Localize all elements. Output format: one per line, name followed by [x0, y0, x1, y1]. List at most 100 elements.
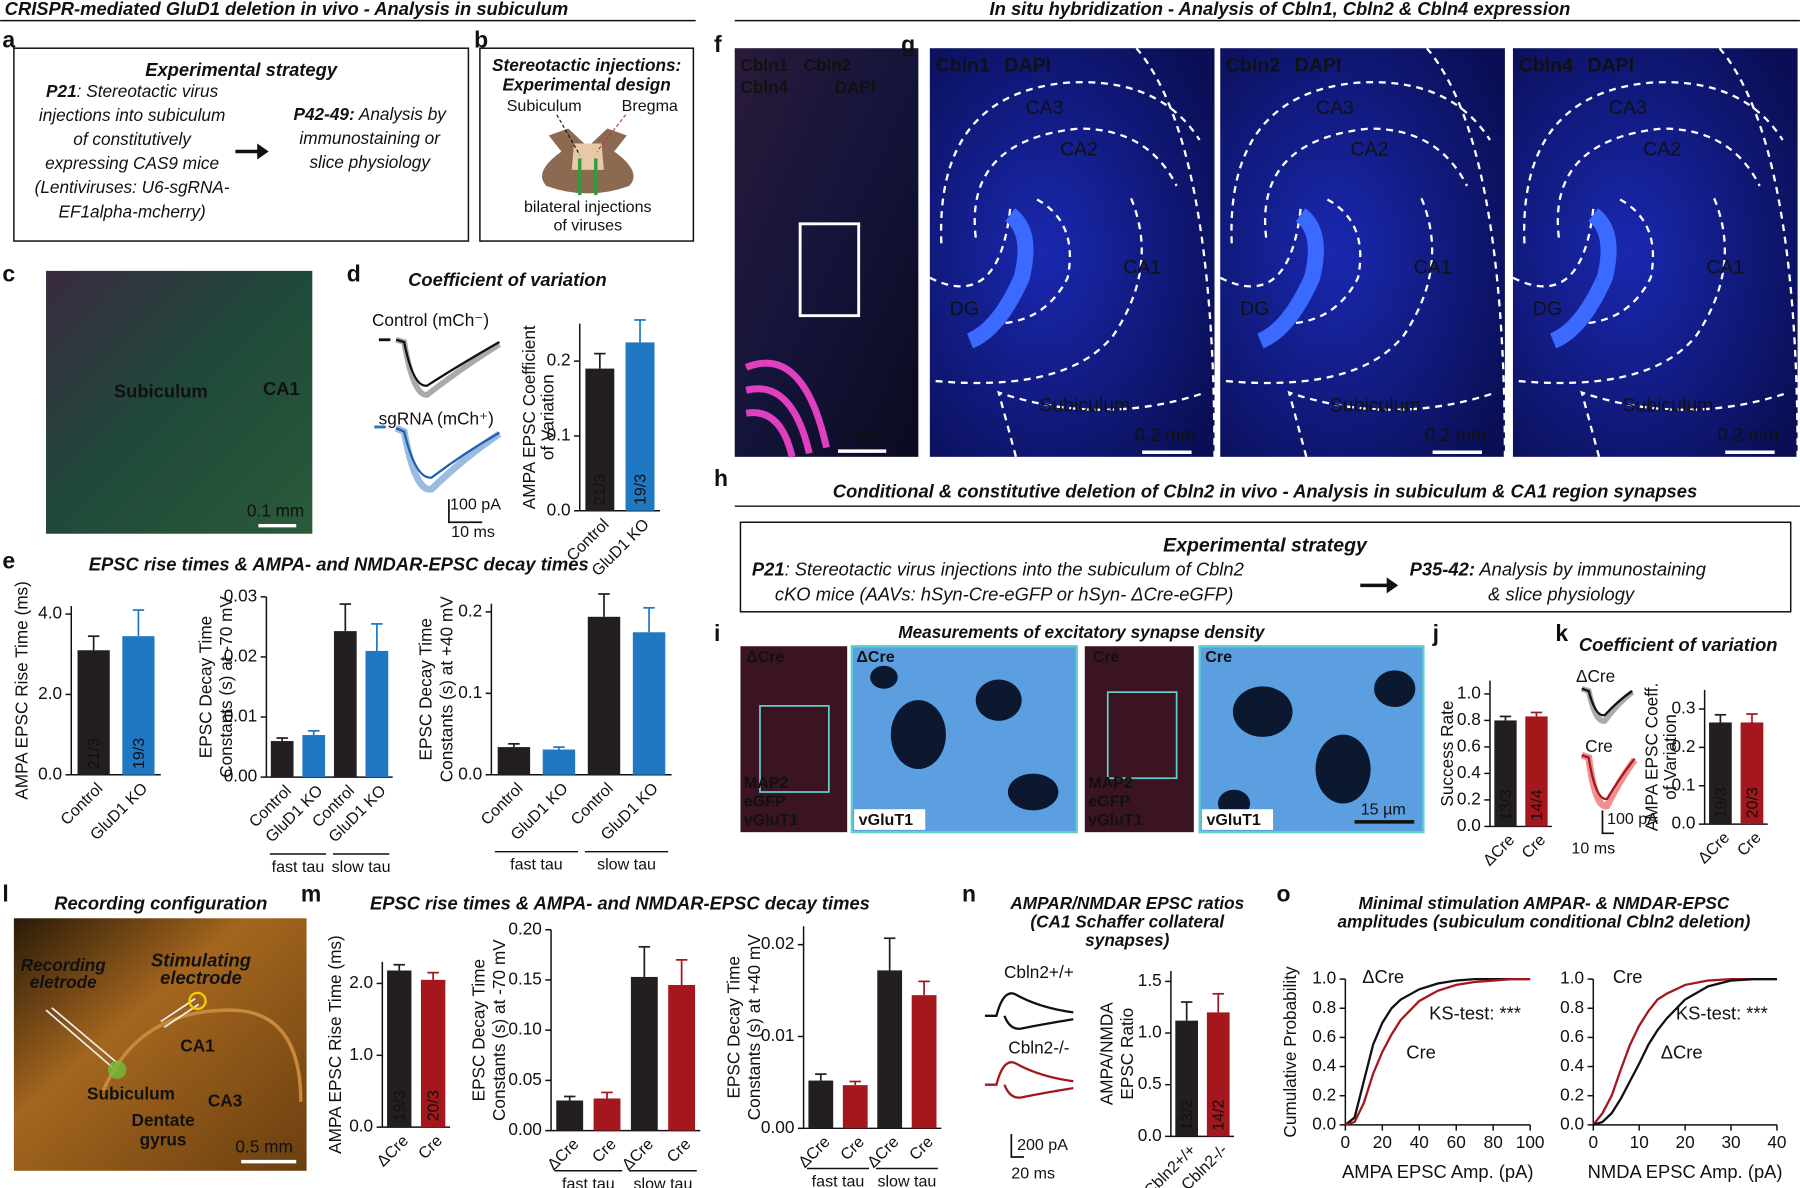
label: CA3 — [1026, 97, 1064, 119]
x-tick-label: 0 — [1341, 1132, 1351, 1152]
x-tick-label: ΔCre — [618, 1135, 657, 1174]
label: injections into subiculum — [39, 104, 225, 124]
trace-group — [984, 992, 1074, 1158]
label: (Lentiviruses: U6-sgRNA- — [35, 177, 230, 197]
label: DAPI — [835, 77, 876, 97]
label: Experimental design — [503, 75, 671, 95]
x-tick-label: 40 — [1410, 1132, 1429, 1152]
bar — [77, 650, 110, 775]
n-label: 21/3 — [85, 738, 103, 769]
y-tick-label: 0.2 — [1312, 1084, 1336, 1104]
y-tick-label: 1.5 — [1138, 970, 1162, 990]
bar — [1494, 720, 1517, 827]
label: electrode — [160, 967, 242, 988]
label: of constitutively — [73, 129, 192, 149]
arrowhead — [1386, 577, 1399, 594]
y-axis-label: Constants (s) at +40 mV — [436, 596, 456, 782]
label: 100 pA — [450, 495, 501, 513]
x-tick-label: Cre — [589, 1135, 620, 1166]
y-tick-label: 1.0 — [1457, 682, 1481, 702]
panel-letter: g — [901, 31, 915, 57]
label: & slice physiology — [1488, 584, 1636, 605]
box-title: Experimental strategy — [1163, 535, 1368, 557]
label: Cbln4 — [1519, 55, 1573, 77]
label: Subiculum — [507, 97, 582, 115]
label-part: : Stereotactic virus — [77, 80, 219, 100]
bar — [387, 970, 412, 1128]
label: Recording — [21, 955, 107, 975]
group-label: fast tau — [812, 1173, 865, 1188]
panel-letter: k — [1555, 620, 1568, 646]
label: vGluT1 — [1088, 811, 1142, 829]
panel-letter: l — [2, 880, 8, 906]
label: Cre — [1093, 648, 1120, 666]
y-tick-label: 1.0 — [1138, 1022, 1162, 1042]
panel-title: Coefficient of variation — [1579, 634, 1778, 655]
bar — [270, 741, 294, 778]
label: CA2 — [1643, 139, 1681, 161]
y-tick-label: 0.3 — [1672, 698, 1696, 718]
label-part: P21 — [752, 558, 785, 579]
label: immunostaining or — [299, 127, 441, 147]
label: 10 ms — [451, 523, 495, 541]
cumulative-line — [1592, 977, 1777, 1126]
region-outline — [1512, 47, 1799, 458]
panel-letter: m — [301, 880, 321, 906]
y-tick-label: 0.02 — [224, 645, 257, 665]
label: DG — [1533, 298, 1562, 320]
x-tick-label: ΔCre — [1695, 829, 1734, 868]
panel-title: amplitudes (subiculum conditional Cbln2 … — [1337, 911, 1750, 931]
y-tick-label: 0.20 — [508, 918, 541, 938]
bar — [632, 632, 666, 775]
y-tick-label: 4.0 — [38, 603, 62, 623]
label: CA1 — [180, 1035, 215, 1055]
n-label: 19/3 — [1712, 787, 1730, 818]
panel-title: synapses) — [1085, 930, 1169, 950]
panel-title: EPSC rise times & AMPA- and NMDAR-EPSC d… — [370, 892, 870, 913]
n-label: 20/3 — [425, 1090, 443, 1121]
y-tick-label: 0.02 — [761, 933, 794, 953]
dg-signal — [966, 208, 1034, 349]
label-part: of constitutively — [73, 129, 192, 149]
bar — [585, 368, 615, 511]
label: Cbln4 — [740, 77, 788, 97]
label: P21: Stereotactic virus — [46, 80, 219, 100]
series-label: Cre — [1406, 1042, 1436, 1063]
y-tick-label: 2.0 — [38, 683, 62, 703]
bar — [625, 342, 655, 511]
panel-letter: f — [714, 31, 722, 57]
label: of viruses — [553, 216, 622, 234]
x-tick-label: ΔCre — [544, 1135, 583, 1174]
y-tick-label: 0.4 — [1312, 1055, 1336, 1075]
y-tick-label: 1.0 — [1560, 968, 1584, 988]
label-part: Analysis by immunostaining — [1475, 558, 1707, 579]
label: Stereotactic injections: — [492, 55, 681, 75]
mouse-head — [542, 114, 634, 196]
y-tick-label: 0.10 — [508, 1019, 541, 1039]
n-label: 19/3 — [130, 738, 148, 769]
group-label: fast tau — [272, 858, 325, 876]
label: 100 pA — [1607, 810, 1658, 828]
bar — [808, 1080, 834, 1129]
series-label: Cre — [1613, 966, 1643, 987]
label: CA1 — [1414, 257, 1452, 279]
bar — [842, 1085, 868, 1129]
bar-chart: 0.00 0.05 0.10 0.15 0.20 EPSC Decay Time Const… — [468, 918, 701, 1188]
panel-title: EPSC rise times & AMPA- and NMDAR-EPSC d… — [89, 554, 589, 575]
y-axis-label: Constants (s) at -70 mV — [216, 596, 236, 778]
y-tick-label: 0.0 — [349, 1116, 373, 1136]
y-tick-label: 0.2 — [1560, 1084, 1584, 1104]
label: slice physiology — [309, 152, 431, 172]
label-part: expressing CAS9 mice — [45, 153, 219, 173]
y-axis-label: EPSC Decay Time — [468, 959, 488, 1101]
y-tick-label: 0.03 — [224, 585, 257, 605]
bar — [668, 984, 696, 1131]
label: Bregma — [622, 97, 678, 115]
y-tick-label: 0.00 — [508, 1119, 541, 1139]
y-axis-label: Constants (s) at +40 mV — [744, 934, 764, 1120]
label: expressing CAS9 mice — [45, 153, 219, 173]
bar — [365, 650, 389, 778]
y-tick-label: 2.0 — [349, 972, 373, 992]
